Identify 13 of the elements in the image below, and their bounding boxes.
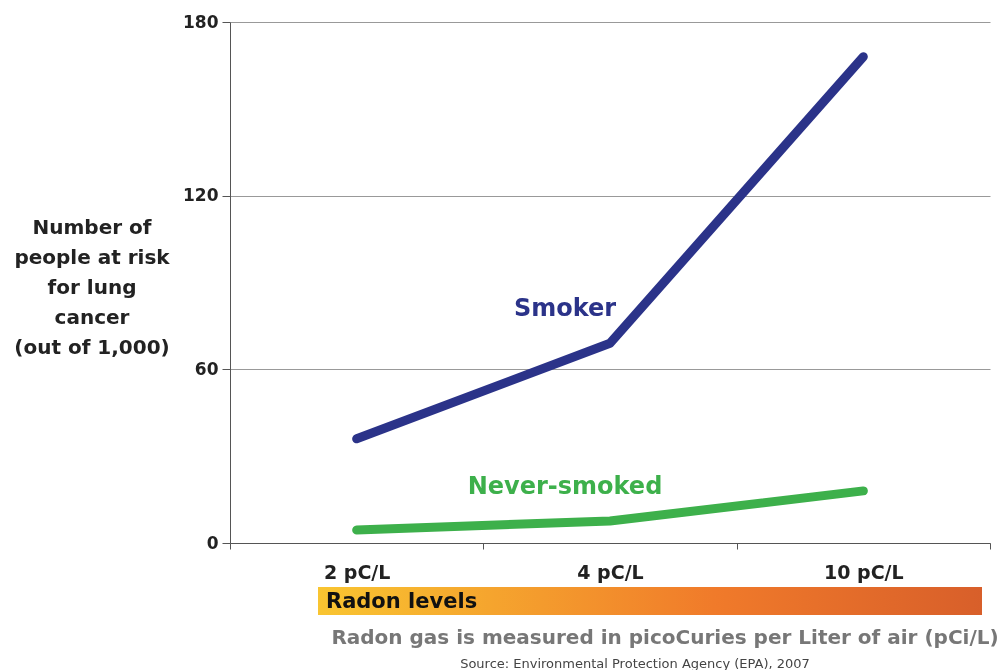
series-label: Never-smoked — [467, 472, 663, 500]
text: Radon gas is measured in picoCuries per Liter of air (pCi/L) — [331, 625, 999, 649]
y-tick-label: 120 — [183, 185, 219, 206]
x-tick-label: 10 pC/L — [824, 560, 904, 583]
x-tick-label: 2 pC/L — [323, 560, 391, 583]
series-label: Smoker — [513, 294, 617, 323]
x-tick-label: 4 pC/L — [577, 560, 644, 583]
source-note: Source: Environmental Protection Agency (EPA), 2007 — [460, 656, 810, 670]
y-tick-label: 0 — [206, 532, 219, 553]
y-tick-label: 180 — [183, 11, 219, 32]
y-axis-title: Number of people at risk for lung cancer (out of 1,000) — [14, 215, 171, 359]
y-tick-label: 60 — [194, 358, 219, 379]
x-axis-title: Radon levels — [326, 589, 478, 613]
